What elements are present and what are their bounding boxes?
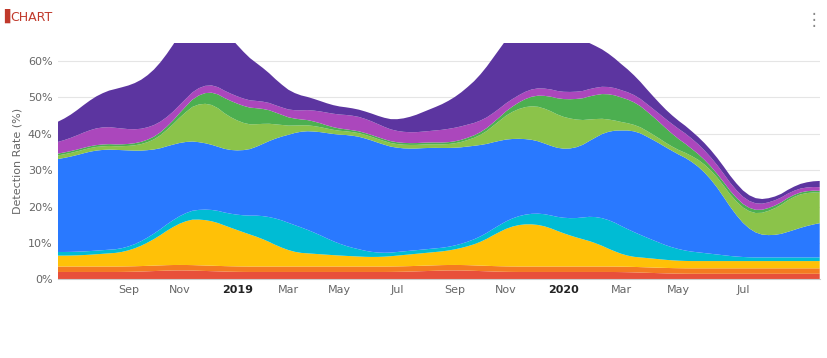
Text: ▌: ▌ <box>4 9 15 23</box>
Text: ⋮: ⋮ <box>805 11 821 29</box>
Text: CHART: CHART <box>10 11 52 24</box>
Y-axis label: Detection Rate (%): Detection Rate (%) <box>12 108 22 214</box>
